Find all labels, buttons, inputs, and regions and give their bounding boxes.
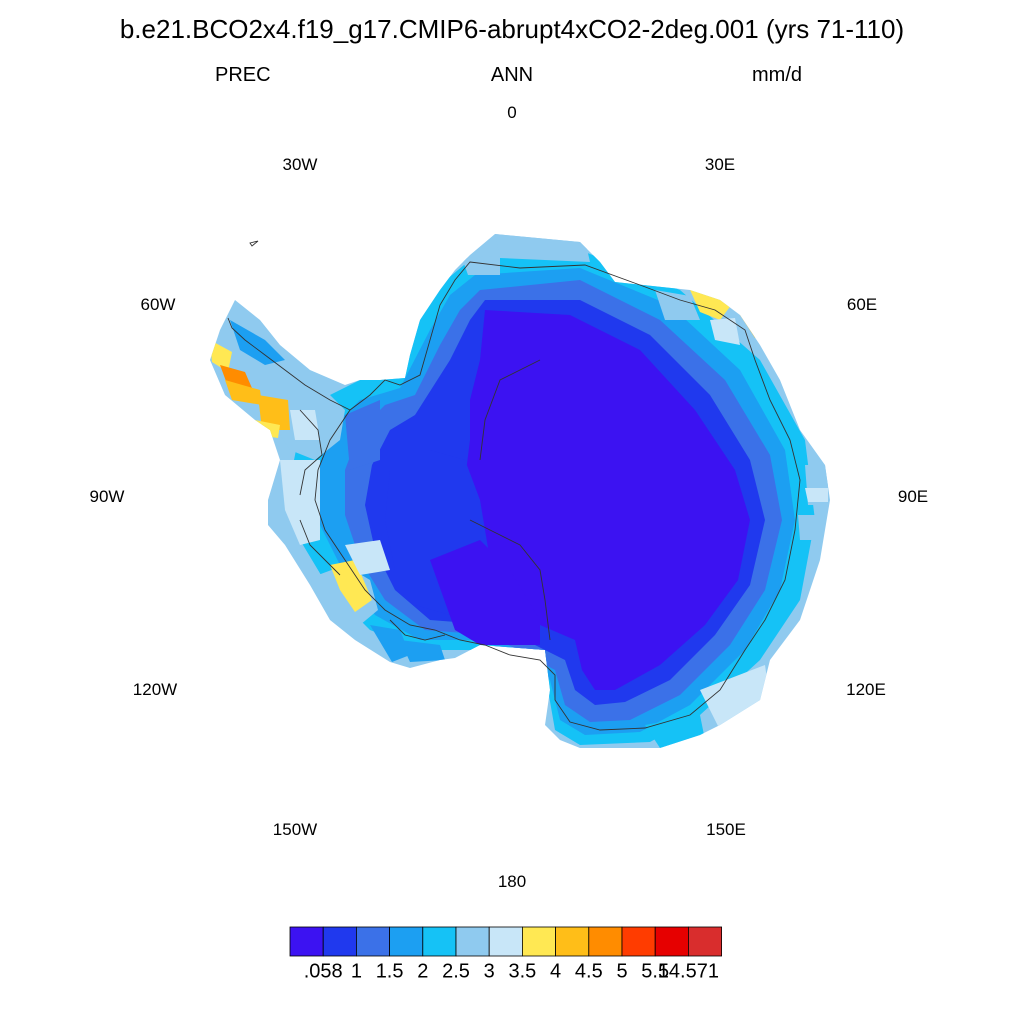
colorbar-tick-label: 1.5 bbox=[375, 960, 404, 983]
units-label: mm/d bbox=[752, 64, 802, 86]
lon-label-90e: 90E bbox=[897, 487, 929, 506]
colorbar-tick-label: 2.5 bbox=[442, 960, 470, 983]
colorbar-tick-label: 4.5 bbox=[574, 960, 603, 983]
lon-label-180: 180 bbox=[497, 872, 527, 891]
colorbar-tick-label: 3 bbox=[483, 960, 495, 983]
colorbar-tick-label: 5.5 bbox=[641, 960, 670, 983]
lon-label-0: 0 bbox=[507, 103, 517, 122]
colorbar-tick-label: 2 bbox=[417, 960, 429, 983]
lon-label-120e: 120E bbox=[846, 680, 886, 699]
lon-label-150w: 150W bbox=[272, 820, 318, 839]
coastline bbox=[227, 240, 801, 731]
page-title: b.e21.BCO2x4.f19_g17.CMIP6-abrupt4xCO2-2… bbox=[119, 14, 905, 44]
lon-label-60w: 60W bbox=[140, 295, 176, 314]
lon-label-60e: 60E bbox=[846, 295, 878, 314]
colorbar-tick-label: 3.5 bbox=[508, 960, 537, 983]
lon-label-120w: 120W bbox=[132, 680, 178, 699]
colorbar-tick-label: 4 bbox=[550, 960, 562, 983]
colorbar-tick-label: 5 bbox=[616, 960, 628, 983]
lon-label-30e: 30E bbox=[704, 155, 736, 174]
variable-label: PREC bbox=[215, 64, 271, 86]
precip-field bbox=[210, 234, 830, 748]
colorbar-tick-label: 1 bbox=[350, 960, 362, 983]
lon-label-150e: 150E bbox=[706, 820, 746, 839]
season-label: ANN bbox=[490, 64, 534, 86]
colorbar-tick-label: .058 bbox=[303, 960, 343, 983]
lon-label-30w: 30W bbox=[282, 155, 318, 174]
colorbar-tick-label: 14.571 bbox=[657, 960, 719, 983]
lon-label-90w: 90W bbox=[89, 487, 125, 506]
